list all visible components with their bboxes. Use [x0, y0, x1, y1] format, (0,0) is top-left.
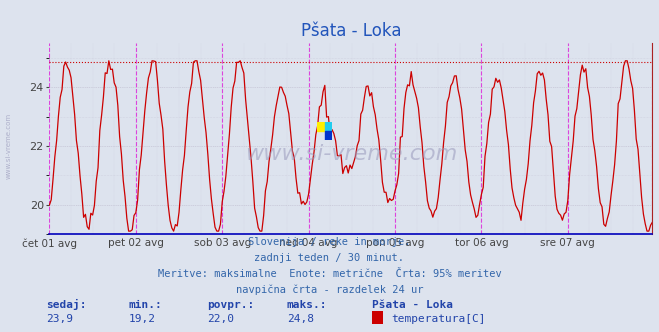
Bar [318, 122, 325, 131]
Text: 22,0: 22,0 [208, 314, 235, 324]
Text: zadnji teden / 30 minut.: zadnji teden / 30 minut. [254, 253, 405, 263]
Text: temperatura[C]: temperatura[C] [391, 314, 485, 324]
Text: sedaj:: sedaj: [46, 299, 86, 310]
Text: povpr.:: povpr.: [208, 300, 255, 310]
Text: Meritve: maksimalne  Enote: metrične  Črta: 95% meritev: Meritve: maksimalne Enote: metrične Črta… [158, 269, 501, 279]
Text: min.:: min.: [129, 300, 162, 310]
Text: www.si-vreme.com: www.si-vreme.com [244, 144, 457, 164]
Title: Pšata - Loka: Pšata - Loka [301, 22, 401, 40]
Bar [325, 122, 332, 131]
Text: 19,2: 19,2 [129, 314, 156, 324]
Bar [325, 131, 332, 140]
Text: maks.:: maks.: [287, 300, 327, 310]
Text: 23,9: 23,9 [46, 314, 73, 324]
Text: www.si-vreme.com: www.si-vreme.com [5, 113, 11, 179]
Text: Slovenija / reke in morje.: Slovenija / reke in morje. [248, 237, 411, 247]
Text: Pšata - Loka: Pšata - Loka [372, 300, 453, 310]
Text: navpična črta - razdelek 24 ur: navpična črta - razdelek 24 ur [236, 284, 423, 295]
Text: 24,8: 24,8 [287, 314, 314, 324]
